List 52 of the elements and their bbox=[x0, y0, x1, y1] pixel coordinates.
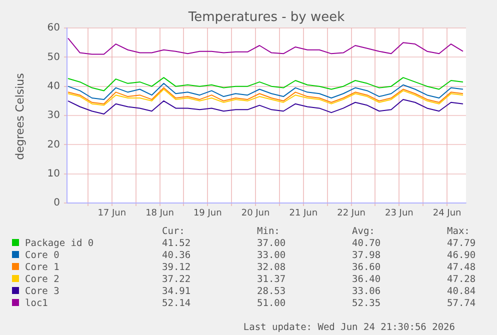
y-tick-label: 10 bbox=[47, 168, 60, 180]
text: 41.52 bbox=[162, 238, 191, 249]
text: 36.60 bbox=[352, 262, 381, 273]
text: Last update: Wed Jun 24 21:30:56 2026 bbox=[243, 322, 455, 333]
text: Cur: bbox=[162, 226, 185, 237]
y-tick-label: 40 bbox=[47, 80, 60, 92]
x-tick-label: 19 Jun bbox=[193, 208, 222, 219]
text: 36.40 bbox=[352, 274, 381, 285]
text: Max: bbox=[447, 226, 470, 237]
text: 47.48 bbox=[447, 262, 476, 273]
text: 32.08 bbox=[257, 262, 286, 273]
text: 34.91 bbox=[162, 286, 191, 297]
text: 47.28 bbox=[447, 274, 476, 285]
text: 47.79 bbox=[447, 238, 476, 249]
x-tick-label: 17 Jun bbox=[98, 208, 126, 219]
text: 40.36 bbox=[162, 250, 191, 261]
text: 51.00 bbox=[257, 298, 286, 309]
text: 52.35 bbox=[352, 298, 381, 309]
legend-label: Core 3 bbox=[25, 286, 60, 297]
text: 40.84 bbox=[447, 286, 476, 297]
text: 57.74 bbox=[447, 298, 476, 309]
y-tick-label: 20 bbox=[47, 139, 60, 150]
y-tick-label: 60 bbox=[47, 22, 60, 34]
legend-label: Core 0 bbox=[25, 250, 60, 261]
x-tick-label: 22 Jun bbox=[337, 208, 366, 219]
x-tick-label: 18 Jun bbox=[146, 208, 174, 219]
text: 31.37 bbox=[257, 274, 286, 285]
text: 39.12 bbox=[162, 262, 191, 273]
y-tick-label: 50 bbox=[47, 52, 60, 63]
y-tick-label: 30 bbox=[47, 110, 60, 122]
legend-label: Package id 0 bbox=[25, 238, 94, 249]
text: 46.90 bbox=[447, 250, 476, 261]
text: Avg: bbox=[352, 226, 375, 237]
text: 33.00 bbox=[257, 250, 286, 261]
text: 52.14 bbox=[162, 298, 191, 309]
text: 40.70 bbox=[352, 238, 381, 249]
text: 37.98 bbox=[352, 250, 381, 261]
legend-label: Core 1 bbox=[25, 262, 60, 273]
chart-title: Temperatures - by week bbox=[188, 10, 345, 25]
legend-label: loc1 bbox=[25, 298, 48, 309]
text: Min: bbox=[257, 226, 280, 237]
x-tick-label: 21 Jun bbox=[289, 208, 318, 219]
text: 37.00 bbox=[257, 238, 286, 249]
x-tick-label: 23 Jun bbox=[384, 208, 414, 219]
text: 28.53 bbox=[257, 286, 286, 297]
x-tick-label: 24 Jun bbox=[432, 208, 462, 219]
y-tick-label: 0 bbox=[54, 198, 60, 209]
y-axis-title: degrees Celsius bbox=[14, 72, 26, 162]
text: 37.22 bbox=[162, 274, 191, 285]
x-tick-label: 20 Jun bbox=[241, 208, 270, 219]
legend-label: Core 2 bbox=[25, 274, 60, 285]
text: 33.06 bbox=[352, 286, 381, 297]
